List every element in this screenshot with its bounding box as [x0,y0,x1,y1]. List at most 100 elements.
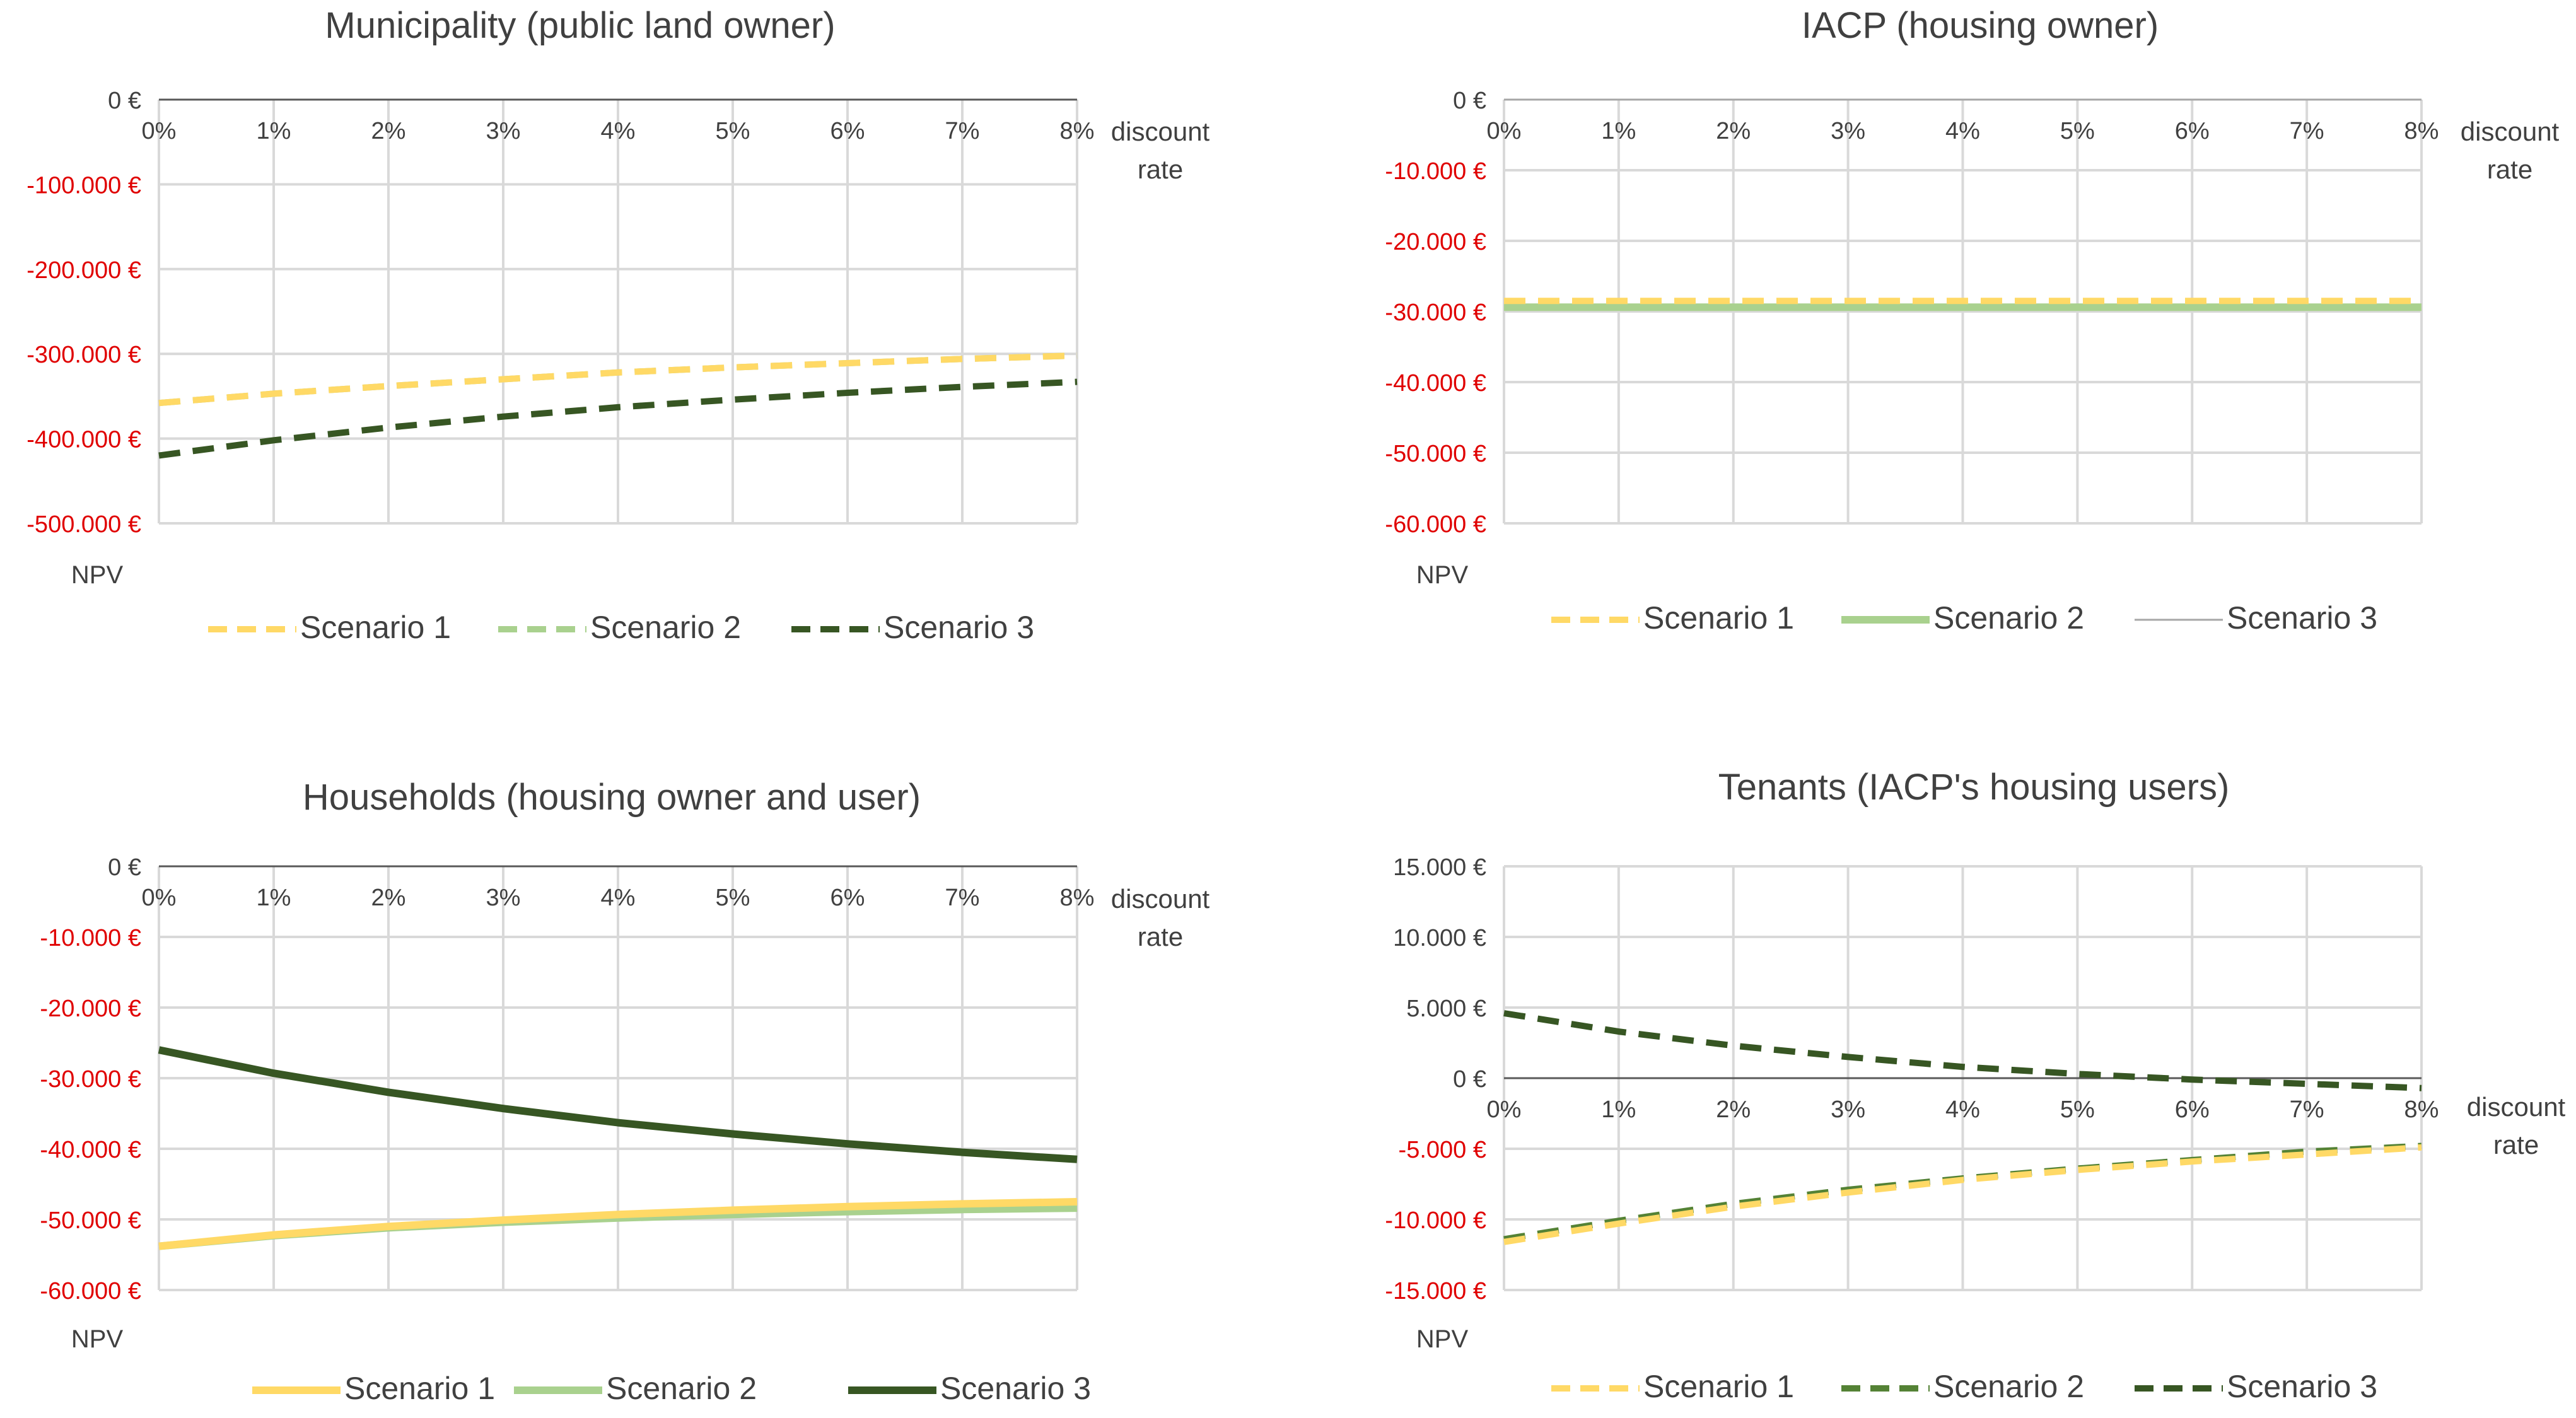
y-tick-label: -20.000 € [40,996,141,1022]
chart-panel-1: Municipality (public land owner) 0 € -100.… [26,5,1209,645]
x-tick-label: 8% [1060,885,1095,911]
y-tick-label: -60.000 € [1385,511,1486,538]
y-tick-label: -300.000 € [26,342,141,368]
x-tick-label: 1% [1601,1096,1636,1123]
x-tick-label: 6% [830,118,865,144]
x-tick-label: 1% [257,118,291,144]
legend-label: Scenario 1 [1643,1369,1794,1404]
legend-label: Scenario 2 [1933,600,2084,636]
y-tick-label: 10.000 € [1393,925,1486,951]
x-axis-label: discount [1111,884,1210,914]
y-tick-label: 0 € [1453,88,1486,114]
x-tick-label: 5% [2060,118,2095,144]
chart-title: IACP (housing owner) [1802,5,2159,46]
y-tick-label: -40.000 € [40,1137,141,1163]
x-tick-label: 6% [830,885,865,911]
chart-panel-3: Households (housing owner and user) 0 € -1… [40,777,1209,1406]
x-tick-label: 2% [371,885,406,911]
x-tick-label: 5% [2060,1096,2095,1123]
x-tick-label: 1% [257,885,291,911]
y-tick-label: -40.000 € [1385,370,1486,397]
x-tick-label: 4% [601,885,636,911]
y-tick-label: -50.000 € [40,1207,141,1234]
x-tick-label: 8% [2404,1096,2439,1123]
legend-label: Scenario 1 [1643,600,1794,636]
y-tick-label: 0 € [108,88,141,114]
x-tick-label: 3% [1831,1096,1865,1123]
x-axis-label: discount [2467,1092,2566,1122]
x-axis-label: rate [1138,154,1183,184]
legend-label: Scenario 1 [344,1371,495,1406]
y-tick-label: -10.000 € [1385,1207,1486,1234]
y-axis-label: NPV [1416,1325,1469,1353]
series-line-scenario-1 [158,1198,1078,1250]
legend-label: Scenario 3 [2227,1369,2377,1404]
legend-label: Scenario 2 [590,610,741,645]
x-axis-label: rate [2493,1130,2539,1159]
legend-label: Scenario 2 [1933,1369,2084,1404]
chart-title: Municipality (public land owner) [325,5,835,46]
y-tick-label: -60.000 € [40,1278,141,1305]
x-tick-label: 1% [1601,118,1636,144]
y-tick-label: -200.000 € [26,257,141,284]
y-axis-label: NPV [71,561,124,589]
x-tick-label: 3% [1831,118,1865,144]
y-axis-label: NPV [1416,561,1469,589]
y-tick-label: 15.000 € [1393,854,1486,881]
x-tick-label: 7% [945,885,980,911]
x-tick-label: 0% [142,118,177,144]
x-tick-label: 0% [1487,118,1522,144]
x-axis-label: rate [1138,922,1183,951]
y-tick-label: -500.000 € [26,511,141,538]
legend-label: Scenario 1 [300,610,451,645]
x-axis-label: rate [2487,154,2532,184]
series-line-scenario-3 [1503,1010,2422,1091]
chart-title: Households (housing owner and user) [303,777,921,818]
x-tick-label: 2% [371,118,406,144]
series-line-scenario-1 [1503,1144,2422,1245]
x-tick-label: 7% [2290,118,2324,144]
x-tick-label: 3% [486,885,521,911]
x-tick-label: 4% [1945,1096,1980,1123]
x-tick-label: 5% [716,885,750,911]
y-tick-label: -5.000 € [1399,1137,1486,1163]
y-tick-label: -30.000 € [1385,299,1486,326]
x-tick-label: 4% [1945,118,1980,144]
y-tick-label: 5.000 € [1406,996,1486,1022]
y-tick-label: 0 € [1453,1066,1486,1093]
chart-panel-4: Tenants (IACP's housing users) 15.000 € 10… [1385,767,2565,1404]
x-tick-label: 5% [716,118,750,144]
y-tick-label: -20.000 € [1385,229,1486,255]
y-axis-label: NPV [71,1325,124,1353]
x-axis-label: discount [1111,117,1210,146]
y-tick-label: 0 € [108,854,141,881]
x-tick-label: 7% [945,118,980,144]
x-tick-label: 7% [2290,1096,2324,1123]
legend-label: Scenario 3 [2227,600,2377,636]
x-tick-label: 8% [1060,118,1095,144]
y-tick-label: -15.000 € [1385,1278,1486,1305]
x-tick-label: 4% [601,118,636,144]
legend-label: Scenario 3 [940,1371,1091,1406]
y-tick-label: -10.000 € [1385,158,1486,185]
x-tick-label: 8% [2404,118,2439,144]
y-tick-label: -400.000 € [26,427,141,453]
x-tick-label: 2% [1716,118,1751,144]
chart-panel-2: IACP (housing owner) 0 € -10.000 € -20.000 … [1385,5,2559,636]
legend-label: Scenario 3 [883,610,1034,645]
x-tick-label: 0% [142,885,177,911]
y-tick-label: -30.000 € [40,1066,141,1093]
series-line-scenario-3 [158,378,1078,459]
x-tick-label: 0% [1487,1096,1522,1123]
x-tick-label: 6% [2175,1096,2210,1123]
x-tick-label: 2% [1716,1096,1751,1123]
x-tick-label: 6% [2175,118,2210,144]
y-tick-label: -10.000 € [40,925,141,951]
chart-title: Tenants (IACP's housing users) [1718,767,2230,808]
y-tick-label: -100.000 € [26,172,141,199]
series-line-scenario-1 [158,352,1078,407]
legend-label: Scenario 2 [606,1371,757,1406]
x-axis-label: discount [2461,117,2560,146]
y-tick-label: -50.000 € [1385,441,1486,467]
